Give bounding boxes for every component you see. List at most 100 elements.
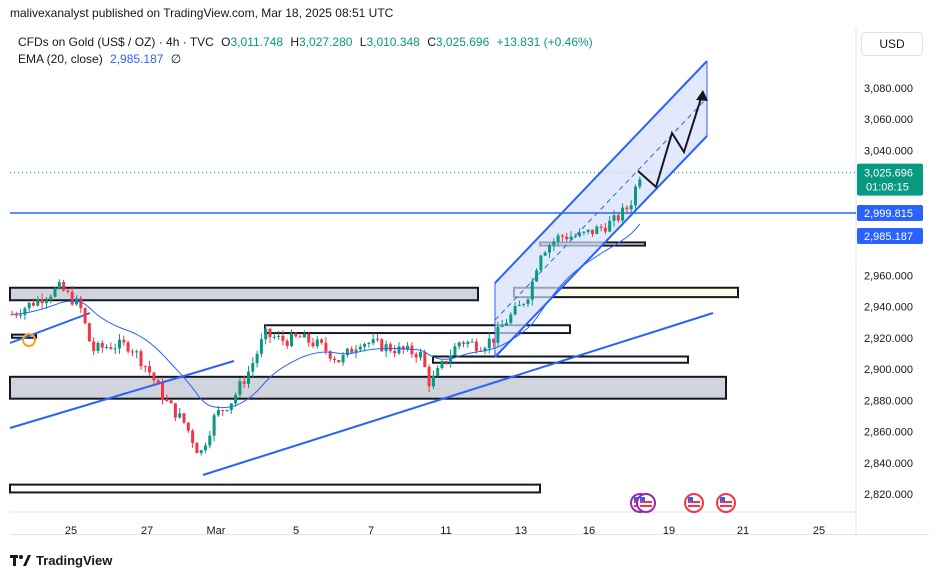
candle-body [380, 339, 384, 352]
candle-body [431, 376, 435, 387]
candle-body [505, 322, 508, 326]
candle-body [169, 400, 173, 404]
candle-body [83, 308, 87, 324]
y-tick-label: 3,080.000 [864, 83, 913, 95]
bottom-border [10, 534, 929, 535]
candle-body [384, 344, 388, 352]
candle-body [105, 347, 109, 349]
candle-body [311, 342, 315, 347]
close-label: C [427, 35, 436, 49]
ema-extra: ∅ [170, 52, 182, 66]
candle-body [638, 179, 642, 187]
currency-button[interactable]: USD [861, 32, 923, 56]
x-tick-label: 16 [583, 525, 595, 537]
candle-body [492, 338, 496, 343]
candle-body [569, 236, 573, 240]
us-event-icon[interactable] [716, 493, 736, 513]
candle-body [40, 299, 44, 304]
candle-body [548, 245, 551, 253]
brand-name: TradingView [36, 553, 113, 568]
y-tick-label: 2,920.000 [864, 333, 913, 345]
x-tick-label: 11 [440, 525, 451, 537]
candle-body [573, 236, 577, 238]
projection-path [637, 91, 704, 189]
candle-body [251, 363, 255, 372]
candle-body [204, 445, 207, 451]
candle-body [608, 220, 612, 232]
channel-lower-line [494, 135, 708, 358]
candle-body [397, 346, 401, 354]
candle-body [487, 338, 491, 349]
y-tick-label: 3,060.000 [864, 114, 913, 126]
candle-body [410, 345, 414, 355]
candle-body [290, 333, 293, 347]
candle-body [371, 339, 375, 344]
x-tick-label: 21 [737, 525, 749, 537]
candle-body [109, 347, 113, 349]
tradingview-logo-icon [10, 555, 31, 566]
candle-body [44, 299, 48, 304]
candle-body [118, 339, 121, 349]
candle-body [462, 342, 465, 345]
candle-body [66, 290, 70, 292]
candle-body [612, 215, 616, 221]
y-tick-label: 2,940.000 [864, 302, 913, 314]
y-tick-label: 2,840.000 [864, 458, 913, 470]
candle-body [191, 430, 195, 443]
candle-body [238, 381, 242, 395]
candle-body [100, 342, 104, 348]
y-tick-label: 3,040.000 [864, 145, 913, 157]
ohlc-row: CFDs on Gold (US$ / OZ) · 4h · TVC O3,01… [18, 34, 593, 51]
candle-body [565, 236, 569, 240]
tradingview-brand[interactable]: TradingView [10, 553, 112, 568]
level-price-label: 2,999.815 [864, 208, 913, 220]
candle-body [320, 339, 324, 343]
candle-body [629, 205, 633, 210]
candle-body [543, 252, 547, 256]
x-tick-label: 27 [141, 525, 153, 537]
candle-body [182, 413, 186, 423]
high-label: H [290, 35, 300, 49]
candle-body [122, 339, 126, 343]
candle-body [96, 342, 100, 351]
candle-body [208, 435, 212, 446]
candle-body [285, 340, 289, 347]
candle-body [634, 186, 637, 206]
us-event-icon[interactable] [636, 493, 656, 513]
candle-body [388, 344, 392, 351]
candle-body [595, 226, 599, 235]
candle-body [457, 342, 461, 347]
candle-body [367, 343, 371, 345]
trendline-left [9, 360, 235, 429]
zone-upper-left [9, 286, 479, 302]
candle-body [32, 302, 35, 306]
candle-body [143, 366, 147, 368]
candle-body [337, 360, 341, 363]
low-label: L [359, 35, 367, 49]
candle-body [70, 291, 74, 305]
level-price-badge [857, 205, 923, 221]
candle-body [345, 348, 349, 356]
candle-body [212, 415, 216, 436]
candle-body [19, 314, 23, 316]
symbol-name[interactable]: CFDs on Gold (US$ / OZ) · 4h · TVC [18, 35, 214, 49]
candle-body [281, 335, 285, 341]
candle-body [294, 333, 298, 337]
candle-body [57, 282, 61, 289]
candle-body [178, 413, 182, 418]
open-label: O [221, 35, 231, 49]
x-tick-label: 13 [515, 525, 527, 537]
y-tick-label: 2,960.000 [864, 270, 913, 282]
candle-body [376, 339, 379, 341]
trendline-support [202, 312, 714, 476]
y-tick-label: 2,880.000 [864, 395, 913, 407]
alert-marker [22, 333, 36, 347]
candle-body [148, 366, 152, 373]
candle-body [186, 422, 190, 431]
candle-body [513, 305, 517, 315]
candle-body [62, 282, 66, 291]
candle-body [621, 207, 625, 221]
us-event-icon[interactable] [684, 493, 704, 513]
ema-label[interactable]: EMA (20, close) [18, 52, 103, 66]
